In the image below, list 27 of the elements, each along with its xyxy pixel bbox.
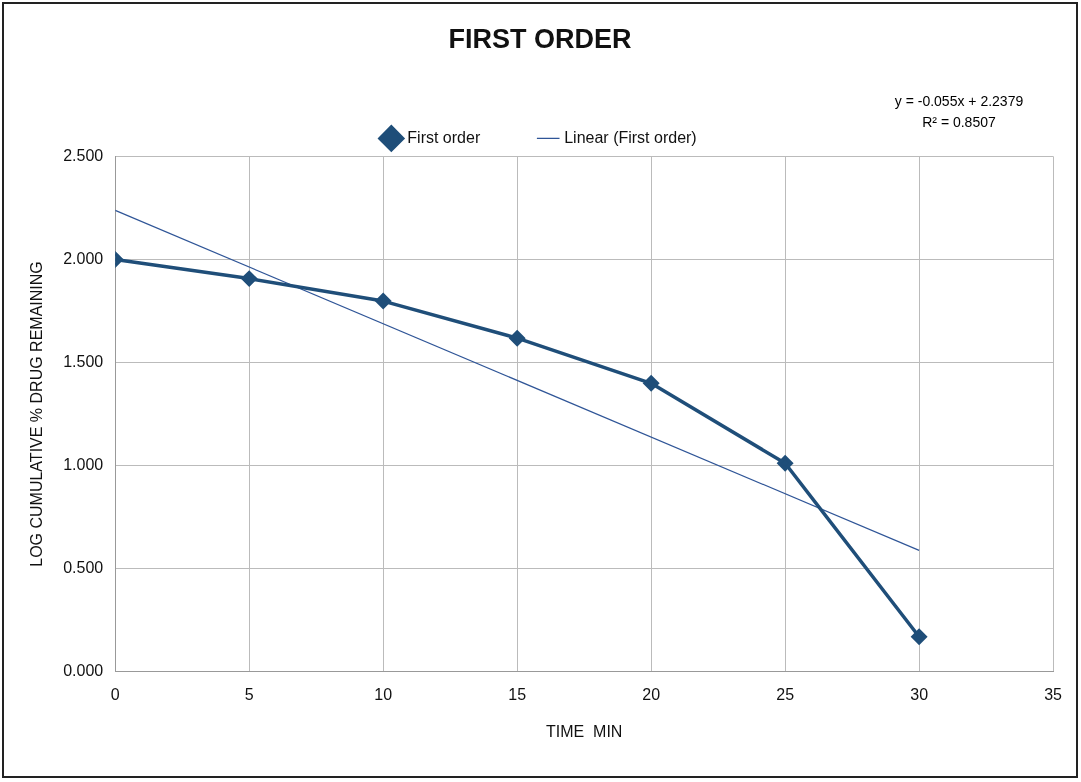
x-tick-label: 35 <box>1044 685 1063 703</box>
x-tick-label: 10 <box>374 685 393 703</box>
x-tick-label: 0 <box>110 685 120 703</box>
chart-title: FIRST ORDER <box>448 23 632 54</box>
y-tick-label: 2.500 <box>63 146 104 164</box>
y-tick-label: 2.000 <box>63 249 104 267</box>
text: y = -0.055x + 2.2379 <box>894 92 1024 109</box>
point <box>643 375 659 392</box>
x-tick-label: 15 <box>508 685 527 703</box>
point <box>509 330 525 346</box>
x-tick-label: 5 <box>244 685 254 703</box>
y-tick-label: 0.500 <box>63 558 104 576</box>
legend-label: Linear (First order) <box>564 128 697 146</box>
point <box>241 270 257 287</box>
y-tick-label: 1.000 <box>63 455 104 473</box>
point <box>777 455 793 471</box>
y-tick-label: 1.500 <box>63 352 104 370</box>
x-tick-label: 20 <box>642 685 661 703</box>
x-tick-label: 25 <box>776 685 795 703</box>
point <box>375 293 391 309</box>
y-axis-title: LOG CUMULATIVE % DRUG REMAINING <box>28 261 46 567</box>
x-tick-label: 30 <box>910 685 929 703</box>
legend-label: First order <box>407 128 481 146</box>
point <box>911 629 927 645</box>
text: R² = 0.8507 <box>922 113 996 130</box>
y-tick-label: 0.000 <box>63 662 104 680</box>
x-axis-title: TIME MIN <box>545 722 623 740</box>
